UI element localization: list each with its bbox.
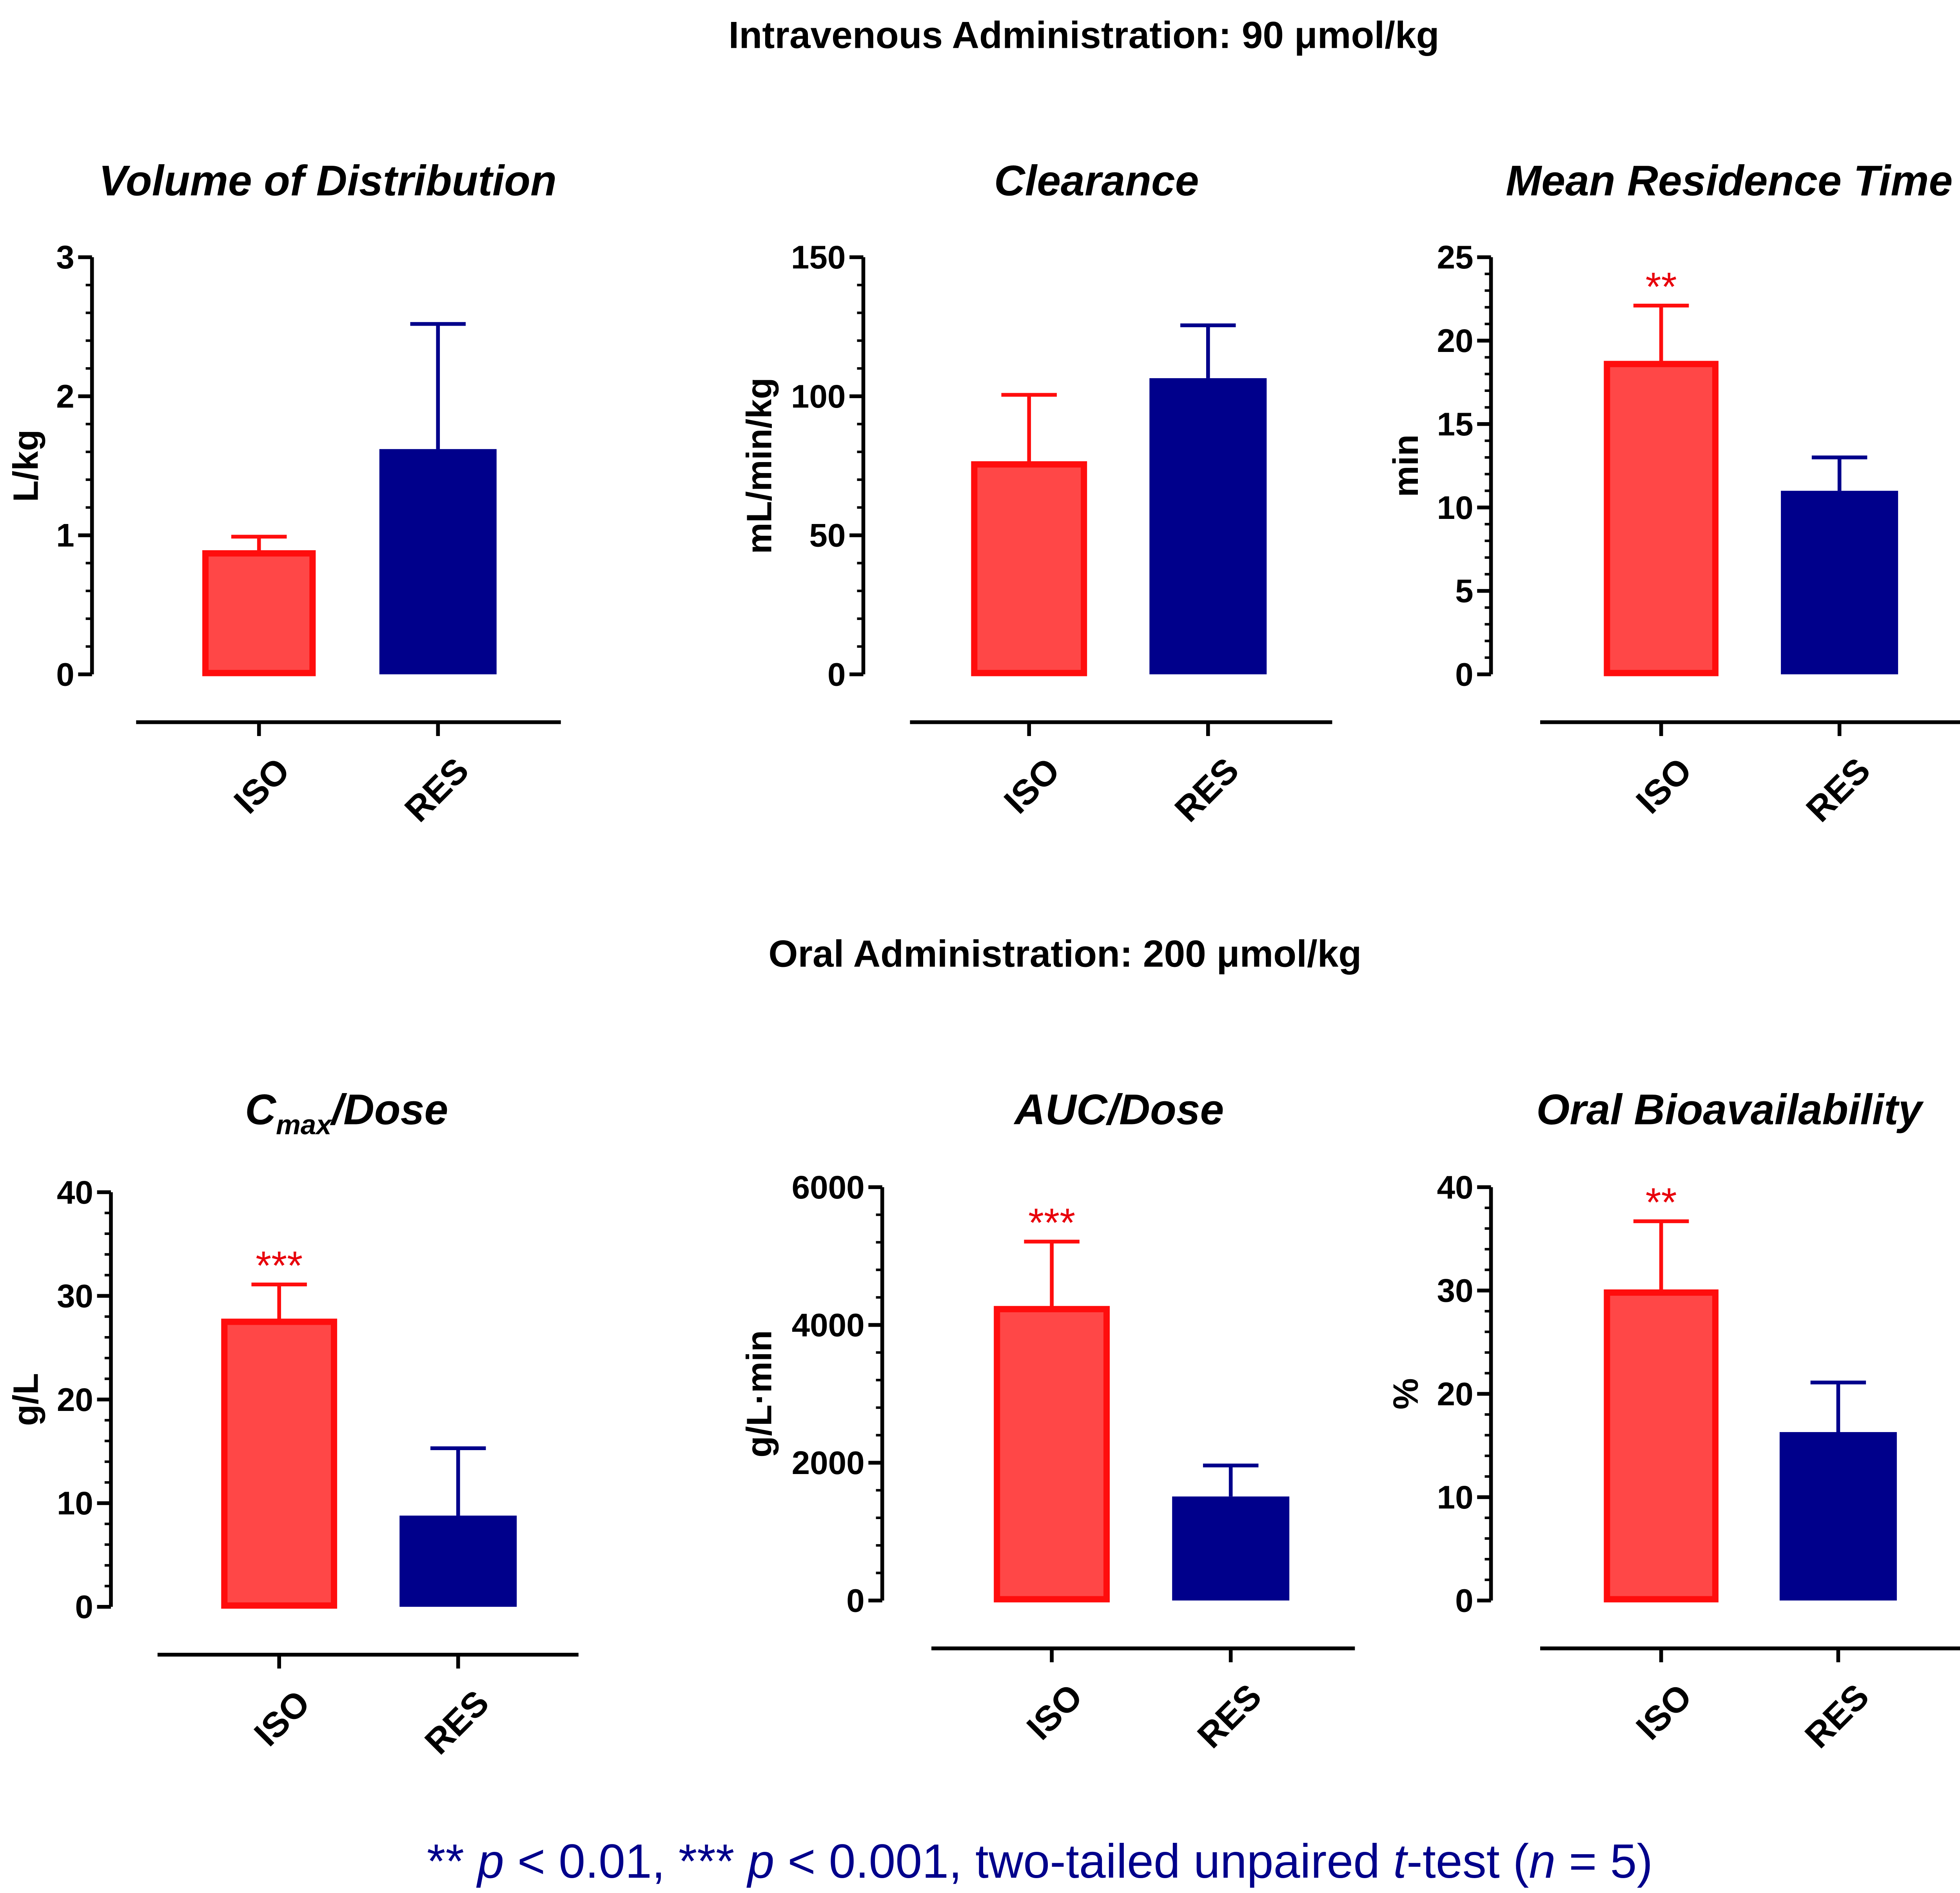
y-tick-label: 20 [57,1381,93,1418]
y-tick-label: 10 [1437,489,1474,526]
chart-title: Cmax/Dose [245,1086,448,1140]
y-axis-label: L/kg [6,430,45,502]
x-tick-label: ISO [997,751,1067,821]
bar-iso [971,461,1087,676]
y-axis-label: g/L [6,1373,45,1426]
y-tick-label: 10 [1437,1479,1474,1516]
bar-res [399,1516,517,1607]
chart-title: Clearance [994,157,1199,205]
y-tick-label: 100 [791,378,846,415]
y-tick-label: 3 [56,239,74,276]
bar-res [1779,1432,1897,1601]
significance-marker: *** [1028,1200,1075,1245]
chart-cmax-dose: Cmax/Dose g/L 0 10 20 30 40 *** ISO RES [6,1086,579,1762]
y-tick-label: 6000 [792,1169,865,1206]
y-tick-label: 20 [1437,1375,1474,1412]
y-tick-label: 0 [846,1582,864,1619]
chart-mean-residence-time: Mean Residence Time min 0 5 10 15 20 25 ** ISO RES [1387,157,1960,830]
oral-section-title: Oral Administration: 200 μmol/kg [768,933,1361,975]
bar-iso [221,1318,338,1609]
chart-title: Mean Residence Time [1506,157,1953,205]
y-tick-label: 25 [1437,239,1474,276]
chart-auc-dose: AUC/Dose g/L·min 0 2000 4000 6000 *** ISO RES [740,1086,1355,1756]
y-tick-label: 1 [56,517,74,554]
y-tick-label: 0 [56,656,74,693]
x-tick-label: RES [397,751,477,830]
significance-marker: *** [256,1243,303,1288]
y-tick-label: 2000 [792,1444,865,1481]
bar-res [1149,378,1267,675]
y-tick-label: 4000 [792,1307,865,1344]
y-axis-label: min [1387,434,1426,497]
x-tick-label: RES [1167,751,1247,830]
y-tick-label: 0 [1455,1582,1473,1619]
significance-marker: ** [1646,264,1677,309]
x-tick-label: RES [1190,1677,1269,1756]
bar-iso [994,1306,1110,1603]
y-tick-label: 30 [57,1277,93,1314]
significance-marker: ** [1646,1180,1677,1225]
chart-title: Oral Bioavailability [1536,1086,1924,1133]
y-tick-label: 50 [809,517,846,554]
iv-section-title: Intravenous Administration: 90 μmol/kg [729,15,1439,56]
x-tick-label: ISO [227,751,297,821]
x-tick-label: ISO [1020,1677,1090,1747]
bar-res [1781,491,1898,675]
chart-volume-of-distribution: Volume of Distribution L/kg 0 1 2 3 ISO RES [6,157,561,830]
x-tick-label: ISO [247,1683,318,1753]
bar-iso [202,550,316,676]
y-tick-label: 10 [57,1485,93,1521]
y-tick-label: 20 [1437,322,1474,359]
x-tick-label: ISO [1629,1677,1699,1747]
bar-iso [1604,361,1719,676]
x-tick-label: RES [417,1683,497,1762]
bar-res [1172,1496,1290,1601]
y-tick-label: 40 [57,1174,93,1211]
y-tick-label: 40 [1437,1169,1474,1206]
bar-res [379,449,497,675]
x-tick-label: RES [1798,1677,1877,1756]
footnote: ** p < 0.01, *** p < 0.001, two-tailed u… [427,1834,1653,1888]
y-tick-label: 0 [75,1588,93,1625]
y-axis-label: g/L·min [740,1330,779,1458]
bar-iso [1604,1289,1719,1603]
chart-title: Volume of Distribution [99,157,557,205]
chart-title: AUC/Dose [1013,1086,1224,1133]
y-tick-label: 5 [1455,573,1473,609]
x-tick-label: RES [1799,751,1878,830]
y-tick-label: 150 [791,239,846,276]
x-tick-label: ISO [1629,751,1699,821]
y-tick-label: 15 [1437,406,1474,442]
y-axis-label: mL/min/kg [740,377,779,554]
y-axis-label: % [1387,1378,1426,1409]
chart-oral-bioavailability: Oral Bioavailability% 0 10 20 30 40 ** ISO RES [1387,1086,1960,1756]
y-tick-label: 0 [828,656,846,693]
y-tick-label: 2 [56,378,74,415]
chart-clearance: Clearance mL/min/kg 0 50 100 150 ISO RES [740,157,1332,830]
y-tick-label: 0 [1455,656,1473,693]
y-tick-label: 30 [1437,1272,1474,1309]
